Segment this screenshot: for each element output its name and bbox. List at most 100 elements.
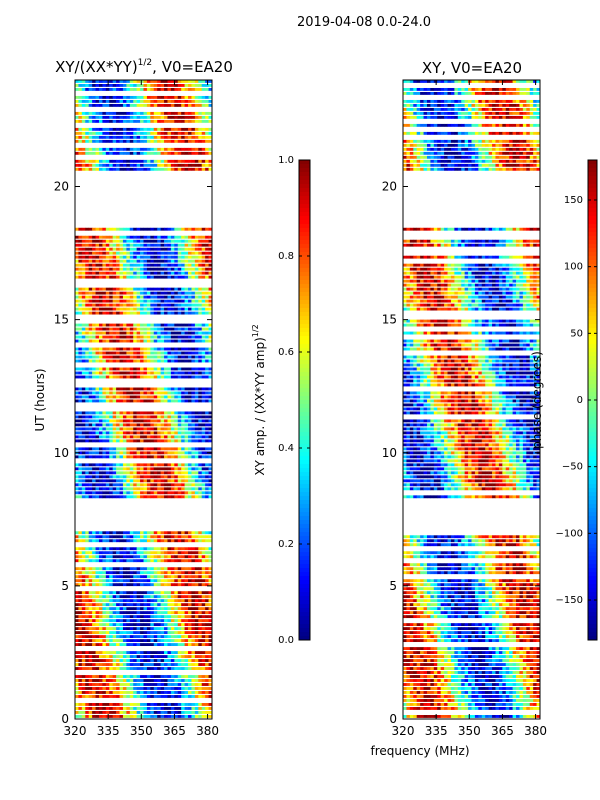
phase-heatmap-cell (502, 103, 507, 107)
amplitude-heatmap-cell (143, 547, 148, 551)
amplitude-heatmap-cell (153, 679, 158, 682)
amplitude-heatmap-cell (126, 583, 131, 587)
amplitude-heatmap-cell (129, 435, 134, 439)
amplitude-heatmap-cell (129, 695, 134, 698)
amplitude-heatmap-cell (188, 227, 192, 231)
amplitude-heatmap-cell (167, 347, 172, 351)
amplitude-heatmap-cell (126, 591, 131, 595)
amplitude-heatmap-cell (191, 267, 196, 271)
amplitude-heatmap-cell (153, 599, 158, 603)
amplitude-heatmap-cell (181, 611, 185, 615)
amplitude-heatmap-cell (153, 603, 158, 607)
amplitude-heatmap-cell (174, 163, 179, 167)
amplitude-heatmap-cell (177, 263, 182, 267)
amplitude-heatmap-cell (75, 415, 79, 419)
amplitude-heatmap-cell (75, 435, 79, 439)
amplitude-heatmap-cell (164, 595, 168, 599)
amplitude-heatmap-cell (146, 371, 151, 375)
amplitude-heatmap-cell (208, 159, 213, 163)
phase-heatmap-cell (437, 91, 441, 95)
amplitude-heatmap-cell (92, 663, 96, 666)
amplitude-heatmap-cell (126, 275, 131, 279)
amplitude-heatmap-cell (102, 627, 107, 631)
amplitude-heatmap-cell (157, 387, 161, 391)
phase-title: XY, V0=EA20 (422, 59, 522, 77)
amplitude-heatmap-cell (201, 679, 206, 682)
amplitude-heatmap-cell (126, 115, 131, 119)
amplitude-heatmap-cell (198, 387, 203, 391)
amplitude-heatmap-cell (140, 619, 144, 623)
amplitude-heatmap-cell (181, 439, 185, 443)
amplitude-heatmap-cell (136, 599, 141, 603)
amplitude-heatmap-cell (119, 651, 124, 654)
amplitude-heatmap-cell (160, 711, 165, 714)
amplitude-heatmap-cell (112, 327, 117, 331)
amplitude-heatmap-cell (188, 235, 192, 239)
amplitude-heatmap-cell (95, 243, 100, 247)
amplitude-heatmap-cell (164, 479, 168, 483)
amplitude-heatmap-cell (153, 80, 158, 83)
amplitude-heatmap-cell (201, 623, 206, 627)
amplitude-heatmap-cell (109, 395, 113, 399)
amplitude-heatmap-cell (119, 415, 124, 419)
amplitude-heatmap-cell (143, 387, 148, 391)
amplitude-heatmap-cell (75, 635, 79, 639)
amplitude-heatmap-cell (102, 491, 107, 495)
amplitude-heatmap-cell (146, 351, 151, 355)
amplitude-heatmap-cell (126, 87, 131, 91)
amplitude-heatmap-cell (184, 103, 189, 107)
amplitude-heatmap-cell (170, 695, 175, 698)
amplitude-heatmap-cell (167, 95, 172, 99)
amplitude-heatmap-cell (88, 359, 93, 363)
amplitude-heatmap-cell (119, 323, 124, 327)
amplitude-heatmap-cell (198, 651, 203, 654)
amplitude-heatmap-cell (112, 575, 117, 579)
amplitude-heatmap-cell (208, 287, 213, 291)
amplitude-heatmap-cell (143, 659, 148, 662)
amplitude-heatmap-cell (188, 391, 192, 395)
amplitude-heatmap-cell (198, 619, 203, 623)
amplitude-heatmap-cell (112, 119, 117, 123)
amplitude-heatmap-cell (191, 95, 196, 99)
amplitude-heatmap-cell (191, 239, 196, 243)
amplitude-heatmap-cell (164, 399, 168, 403)
amplitude-heatmap-cell (208, 687, 213, 690)
phase-heatmap-cell (512, 91, 517, 95)
amplitude-heatmap-cell (129, 599, 134, 603)
amplitude-heatmap-cell (157, 395, 161, 399)
amplitude-heatmap-cell (143, 595, 148, 599)
amplitude-heatmap-cell (170, 151, 175, 155)
amplitude-heatmap-cell (140, 167, 144, 171)
amplitude-heatmap-cell (143, 591, 148, 595)
amplitude-heatmap-cell (133, 247, 137, 251)
amplitude-heatmap-cell (112, 571, 117, 575)
amplitude-heatmap-cell (109, 163, 113, 167)
phase-heatmap-cell (464, 91, 469, 95)
amplitude-colorbar-swatch (299, 440, 310, 445)
amplitude-heatmap-cell (88, 539, 93, 543)
amplitude-heatmap-cell (153, 579, 158, 583)
amplitude-heatmap-cell (201, 299, 206, 303)
amplitude-heatmap-cell (78, 463, 83, 467)
amplitude-colorbar-swatch (299, 336, 310, 341)
amplitude-heatmap-cell (177, 331, 182, 335)
amplitude-heatmap-cell (88, 303, 93, 307)
amplitude-heatmap-cell (208, 399, 213, 403)
amplitude-heatmap-cell (194, 707, 199, 710)
amplitude-heatmap-cell (85, 371, 89, 375)
amplitude-heatmap-cell (205, 423, 209, 427)
amplitude-heatmap-cell (191, 307, 196, 311)
amplitude-heatmap-cell (177, 347, 182, 351)
amplitude-heatmap-cell (177, 531, 182, 535)
amplitude-heatmap-cell (140, 675, 144, 678)
amplitude-heatmap-cell (105, 351, 110, 355)
amplitude-heatmap-cell (143, 299, 148, 303)
amplitude-heatmap-cell (129, 635, 134, 639)
phase-heatmap-cell (461, 103, 465, 107)
amplitude-heatmap-cell (181, 351, 185, 355)
amplitude-heatmap-cell (109, 151, 113, 155)
amplitude-heatmap-cell (92, 547, 96, 551)
amplitude-heatmap-cell (92, 247, 96, 251)
amplitude-heatmap-cell (194, 435, 199, 439)
amplitude-heatmap-cell (105, 303, 110, 307)
